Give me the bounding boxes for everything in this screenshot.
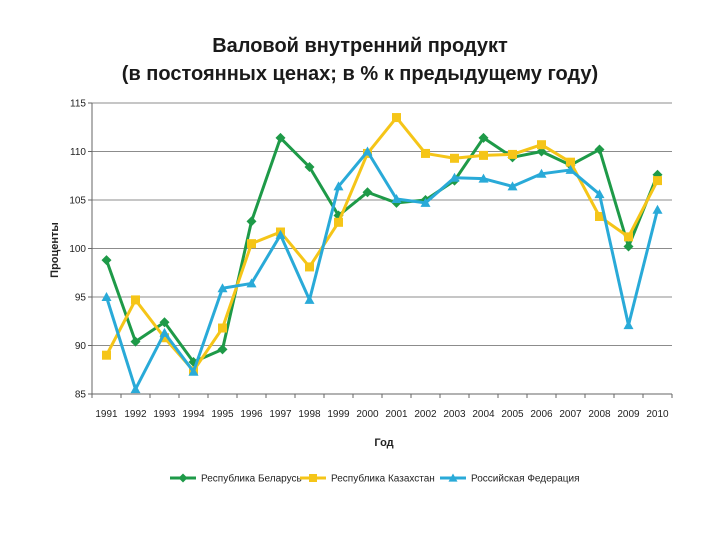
data-point bbox=[217, 283, 228, 293]
data-point bbox=[594, 144, 605, 155]
data-point bbox=[131, 295, 140, 305]
x-axis-ticks: 1991 1992 1993 1994 1995 1996 1997 1998 1999 2000… bbox=[91, 394, 673, 420]
data-point bbox=[305, 262, 314, 272]
chart-subtitle: (в постоянных ценах; в % к предыдущему г… bbox=[122, 63, 598, 85]
legend-marker bbox=[448, 473, 458, 482]
x-tick-label: 1998 bbox=[298, 409, 321, 420]
x-tick-label: 2005 bbox=[501, 409, 524, 420]
data-point bbox=[159, 317, 170, 328]
data-point bbox=[130, 336, 141, 347]
x-tick-label: 1991 bbox=[95, 409, 118, 420]
y-tick-label: 110 bbox=[70, 147, 86, 158]
legend-label: Республика Беларусь bbox=[201, 473, 302, 485]
x-tick-label: 1999 bbox=[327, 409, 350, 420]
x-tick-label: 2006 bbox=[530, 409, 553, 420]
data-point bbox=[217, 344, 228, 355]
data-point bbox=[392, 113, 401, 123]
data-point bbox=[130, 384, 141, 394]
x-tick-label: 1993 bbox=[153, 409, 176, 420]
data-point bbox=[623, 320, 634, 330]
data-point bbox=[537, 140, 546, 150]
data-point bbox=[623, 241, 634, 252]
x-tick-label: 2010 bbox=[646, 409, 669, 420]
data-point bbox=[421, 148, 430, 158]
legend-marker bbox=[309, 474, 317, 482]
series-3 bbox=[101, 146, 663, 394]
series-2 bbox=[102, 113, 662, 376]
data-point bbox=[275, 132, 286, 143]
data-point bbox=[275, 229, 286, 239]
x-tick-label: 2009 bbox=[617, 409, 640, 420]
data-point bbox=[478, 132, 489, 143]
data-point bbox=[478, 173, 489, 183]
data-point bbox=[101, 292, 112, 301]
data-point bbox=[304, 162, 315, 173]
x-axis-label: Год bbox=[374, 437, 393, 449]
x-tick-label: 2008 bbox=[588, 409, 611, 420]
data-point bbox=[536, 168, 547, 178]
data-point bbox=[188, 366, 199, 376]
data-point bbox=[652, 204, 663, 214]
x-tick-label: 2007 bbox=[559, 409, 582, 420]
series-layer bbox=[101, 113, 663, 394]
data-point bbox=[159, 327, 170, 337]
x-tick-label: 1994 bbox=[182, 409, 205, 420]
legend-label: Российская Федерация bbox=[471, 474, 580, 485]
data-point bbox=[160, 333, 169, 343]
legend-item-2: Республика Казахстан bbox=[300, 473, 435, 485]
gridlines bbox=[91, 102, 672, 395]
data-point bbox=[507, 181, 518, 191]
data-point bbox=[624, 232, 633, 242]
legend-item-3: Российская Федерация bbox=[440, 473, 580, 485]
legend-item-1: Республика Беларусь bbox=[170, 473, 302, 485]
y-axis-label: Проценты bbox=[49, 222, 61, 278]
data-point bbox=[565, 164, 576, 174]
x-tick-label: 2002 bbox=[414, 409, 437, 420]
y-tick-label: 115 bbox=[70, 99, 86, 110]
data-point bbox=[391, 194, 402, 204]
y-tick-label: 90 bbox=[75, 341, 87, 352]
data-point bbox=[594, 189, 605, 199]
data-point bbox=[246, 278, 257, 288]
y-tick-label: 100 bbox=[69, 244, 86, 255]
x-tick-label: 1995 bbox=[211, 409, 234, 420]
data-point bbox=[450, 153, 459, 163]
x-tick-label: 1992 bbox=[124, 409, 147, 420]
x-tick-label: 1997 bbox=[269, 409, 292, 420]
data-point bbox=[653, 176, 662, 186]
x-tick-label: 2004 bbox=[472, 409, 495, 420]
data-point bbox=[362, 187, 373, 198]
data-point bbox=[449, 172, 460, 182]
series-line bbox=[105, 116, 659, 373]
y-tick-label: 85 bbox=[75, 390, 87, 401]
x-tick-label: 2000 bbox=[356, 409, 379, 420]
data-point bbox=[218, 323, 227, 333]
data-point bbox=[101, 255, 112, 266]
series-line bbox=[105, 150, 659, 391]
data-point bbox=[247, 239, 256, 249]
x-tick-label: 2003 bbox=[443, 409, 466, 420]
y-axis-ticks: 85 90 95 100 105 110 115 bbox=[69, 99, 92, 401]
legend-label: Республика Казахстан bbox=[331, 473, 435, 485]
data-point bbox=[508, 149, 517, 159]
legend: Республика Беларусь Республика Казахстан Р… bbox=[170, 473, 580, 485]
data-point bbox=[566, 157, 575, 167]
data-point bbox=[479, 150, 488, 160]
data-point bbox=[102, 350, 111, 360]
legend-marker bbox=[178, 473, 188, 483]
x-tick-label: 1996 bbox=[240, 409, 263, 420]
x-tick-label: 2001 bbox=[385, 409, 408, 420]
y-tick-label: 95 bbox=[75, 293, 87, 304]
chart-title: Валовой внутренний продукт bbox=[212, 35, 508, 57]
data-point bbox=[246, 216, 257, 227]
series-1 bbox=[101, 132, 663, 367]
data-point bbox=[304, 294, 315, 304]
data-point bbox=[334, 217, 343, 227]
data-point bbox=[420, 197, 431, 207]
data-point bbox=[595, 211, 604, 221]
y-tick-label: 105 bbox=[69, 196, 86, 207]
data-point bbox=[362, 146, 373, 156]
data-point bbox=[333, 181, 344, 191]
